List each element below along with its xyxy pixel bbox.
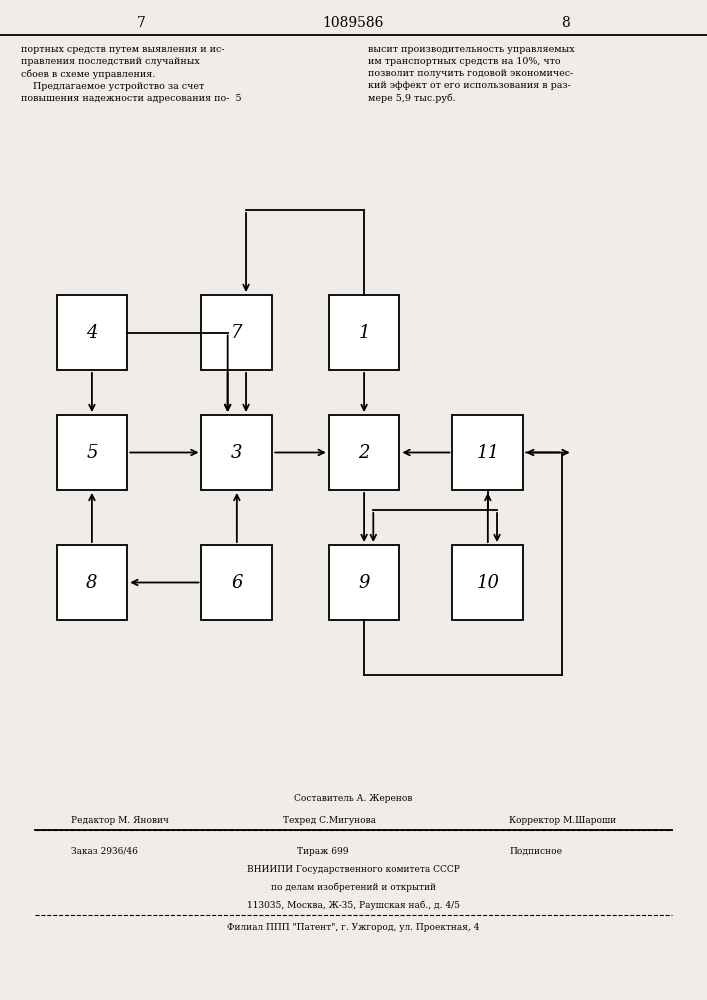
Text: 6: 6 (231, 574, 243, 591)
Text: 9: 9 (358, 574, 370, 591)
FancyBboxPatch shape (201, 295, 272, 370)
Text: 7: 7 (231, 324, 243, 342)
FancyBboxPatch shape (329, 545, 399, 620)
Text: Подписное: Подписное (509, 847, 562, 856)
Text: Составитель А. Жеренов: Составитель А. Жеренов (294, 794, 413, 803)
Text: Редактор М. Янович: Редактор М. Янович (71, 816, 168, 825)
Text: Техред С.Мигунова: Техред С.Мигунова (283, 816, 376, 825)
Text: 3: 3 (231, 444, 243, 462)
FancyBboxPatch shape (57, 295, 127, 370)
Text: Корректор М.Шароши: Корректор М.Шароши (509, 816, 617, 825)
Text: 11: 11 (477, 444, 499, 462)
Text: 1089586: 1089586 (323, 16, 384, 30)
Text: 8: 8 (86, 574, 98, 591)
Text: 2: 2 (358, 444, 370, 462)
Text: 1: 1 (358, 324, 370, 342)
FancyBboxPatch shape (57, 415, 127, 490)
FancyBboxPatch shape (201, 415, 272, 490)
FancyBboxPatch shape (452, 415, 523, 490)
FancyBboxPatch shape (329, 415, 399, 490)
Text: 7: 7 (137, 16, 146, 30)
Text: 10: 10 (477, 574, 499, 591)
Text: Филиал ППП "Патент", г. Ужгород, ул. Проектная, 4: Филиал ППП "Патент", г. Ужгород, ул. Про… (228, 923, 479, 932)
FancyBboxPatch shape (452, 545, 523, 620)
Text: по делам изобретений и открытий: по делам изобретений и открытий (271, 883, 436, 892)
Text: 4: 4 (86, 324, 98, 342)
FancyBboxPatch shape (57, 545, 127, 620)
FancyBboxPatch shape (201, 545, 272, 620)
Text: ВНИИПИ Государственного комитета СССР: ВНИИПИ Государственного комитета СССР (247, 865, 460, 874)
Text: 113035, Москва, Ж-35, Раушская наб., д. 4/5: 113035, Москва, Ж-35, Раушская наб., д. … (247, 901, 460, 910)
Text: портных средств путем выявления и ис-
правления последствий случайных
сбоев в сх: портных средств путем выявления и ис- пр… (21, 45, 242, 103)
Text: Заказ 2936/46: Заказ 2936/46 (71, 847, 138, 856)
Text: 5: 5 (86, 444, 98, 462)
FancyBboxPatch shape (329, 295, 399, 370)
Text: 8: 8 (561, 16, 570, 30)
Text: высит производительность управляемых
им транспортных средств на 10%, что
позволи: высит производительность управляемых им … (368, 45, 574, 103)
Text: Тираж 699: Тираж 699 (297, 847, 349, 856)
